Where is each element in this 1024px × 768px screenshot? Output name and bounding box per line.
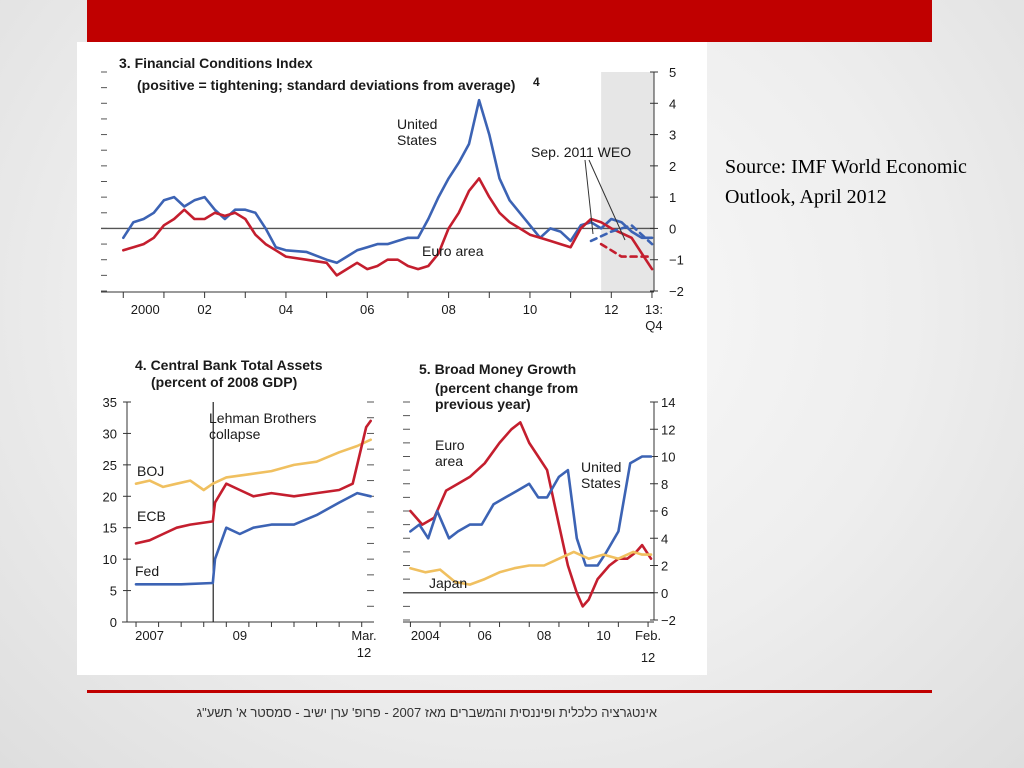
fci-y-axis-label: −1 [669, 253, 684, 268]
fci-label-us: United [397, 116, 437, 132]
cb-y-axis-label: 10 [103, 552, 117, 567]
money-label-us: United [581, 459, 621, 475]
money-y-axis-label: 6 [661, 504, 668, 519]
fci-y-axis-label: 4 [669, 96, 676, 111]
money-x-label: 10 [596, 628, 610, 643]
money-label-euro: Euro [435, 437, 465, 453]
cb-y-axis-label: 25 [103, 458, 117, 473]
money-series-line [409, 455, 653, 567]
money-x-sublabel: 12 [641, 650, 655, 665]
fci-series-line [122, 177, 654, 277]
cb-y-axis-label: 5 [110, 584, 117, 599]
forecast-shade [601, 72, 654, 291]
money-y-axis-label: 12 [661, 422, 675, 437]
fci-label-us: States [397, 132, 437, 148]
fci-x-label: 08 [441, 302, 455, 317]
money-label-euro: area [435, 453, 463, 469]
money-series-line [409, 550, 653, 586]
cb-label-boj: BOJ [137, 463, 164, 479]
cb-series-line [134, 491, 372, 586]
fci-x-sublabel: Q4 [645, 318, 662, 333]
money-x-label: 2004 [411, 628, 440, 643]
top-accent-bar [87, 0, 932, 42]
fci-series-line [599, 242, 654, 258]
fci-y-axis-label: 5 [669, 65, 676, 80]
money-x-label: Feb. [635, 628, 661, 643]
cb-y-axis-label: 20 [103, 489, 117, 504]
cb-series-line [134, 419, 372, 545]
fci-x-label: 02 [197, 302, 211, 317]
cb-label-ecb: ECB [137, 508, 166, 524]
money-y-axis-label: 4 [661, 531, 668, 546]
bottom-accent-rule [87, 690, 932, 693]
fci-x-label: 2000 [131, 302, 160, 317]
money-y-axis-label: 14 [661, 395, 675, 410]
money-y-axis-label: 8 [661, 477, 668, 492]
cb-series-line [134, 438, 372, 492]
money-x-label: 08 [537, 628, 551, 643]
fci-x-label: 12 [604, 302, 618, 317]
weo-pointer [584, 159, 594, 235]
money-x-label: 06 [477, 628, 491, 643]
money-label-us: States [581, 475, 621, 491]
source-caption: Source: IMF World Economic Outlook, Apri… [725, 156, 967, 208]
fci-title: 3. Financial Conditions Index [119, 55, 313, 71]
fci-series-line [589, 224, 654, 246]
fci-label-weo: Sep. 2011 WEO [531, 144, 631, 160]
fci-subtitle: (positive = tightening; standard deviati… [137, 77, 515, 93]
fci-x-label: 04 [279, 302, 293, 317]
slide-footer: אינטגרציה כלכלית ופיננסית והמשברים מאז 2… [196, 705, 657, 720]
cb-y-axis-label: 30 [103, 426, 117, 441]
money-subtitle: (percent change from [435, 380, 578, 396]
cb-y-axis-label: 35 [103, 395, 117, 410]
money-label-japan: Japan [429, 575, 467, 591]
cb-y-axis-label: 15 [103, 521, 117, 536]
cb-subtitle: (percent of 2008 GDP) [151, 374, 297, 390]
money-subtitle: previous year) [435, 396, 531, 412]
fci-y-axis-label: −2 [669, 284, 684, 299]
lehman-label: Lehman Brothers [209, 410, 316, 426]
cb-title: 4. Central Bank Total Assets [135, 357, 323, 373]
money-y-axis-label: −2 [661, 613, 676, 628]
fci-x-label: 06 [360, 302, 374, 317]
money-title: 5. Broad Money Growth [419, 361, 576, 377]
fci-series-line [122, 98, 654, 265]
money-y-axis-label: 10 [661, 450, 675, 465]
cb-x-label: 2007 [135, 628, 164, 643]
fci-y-axis-label: 1 [669, 190, 676, 205]
fci-y-axis-label: 3 [669, 128, 676, 143]
fci-label-euro: Euro area [422, 243, 484, 259]
fci-y-axis-label: 2 [669, 159, 676, 174]
cb-x-sublabel: 12 [357, 645, 371, 660]
cb-x-label: Mar. [351, 628, 376, 643]
imf-figure: 5 4 3 2 1 0 −1 −2 2000 02 04 06 08 10 12 13: Q4 3. Financ… [77, 42, 707, 675]
money-y-axis-label: 2 [661, 559, 668, 574]
fci-footnote: 4 [533, 75, 540, 89]
fci-y-axis-label: 0 [669, 221, 676, 236]
fci-x-label: 13: [645, 302, 663, 317]
cb-x-label: 09 [233, 628, 247, 643]
lehman-label: collapse [209, 426, 261, 442]
money-y-axis-label: 0 [661, 586, 668, 601]
cb-label-fed: Fed [135, 563, 159, 579]
fci-x-label: 10 [523, 302, 537, 317]
weo-pointer [588, 159, 626, 241]
cb-y-axis-label: 0 [110, 615, 117, 630]
